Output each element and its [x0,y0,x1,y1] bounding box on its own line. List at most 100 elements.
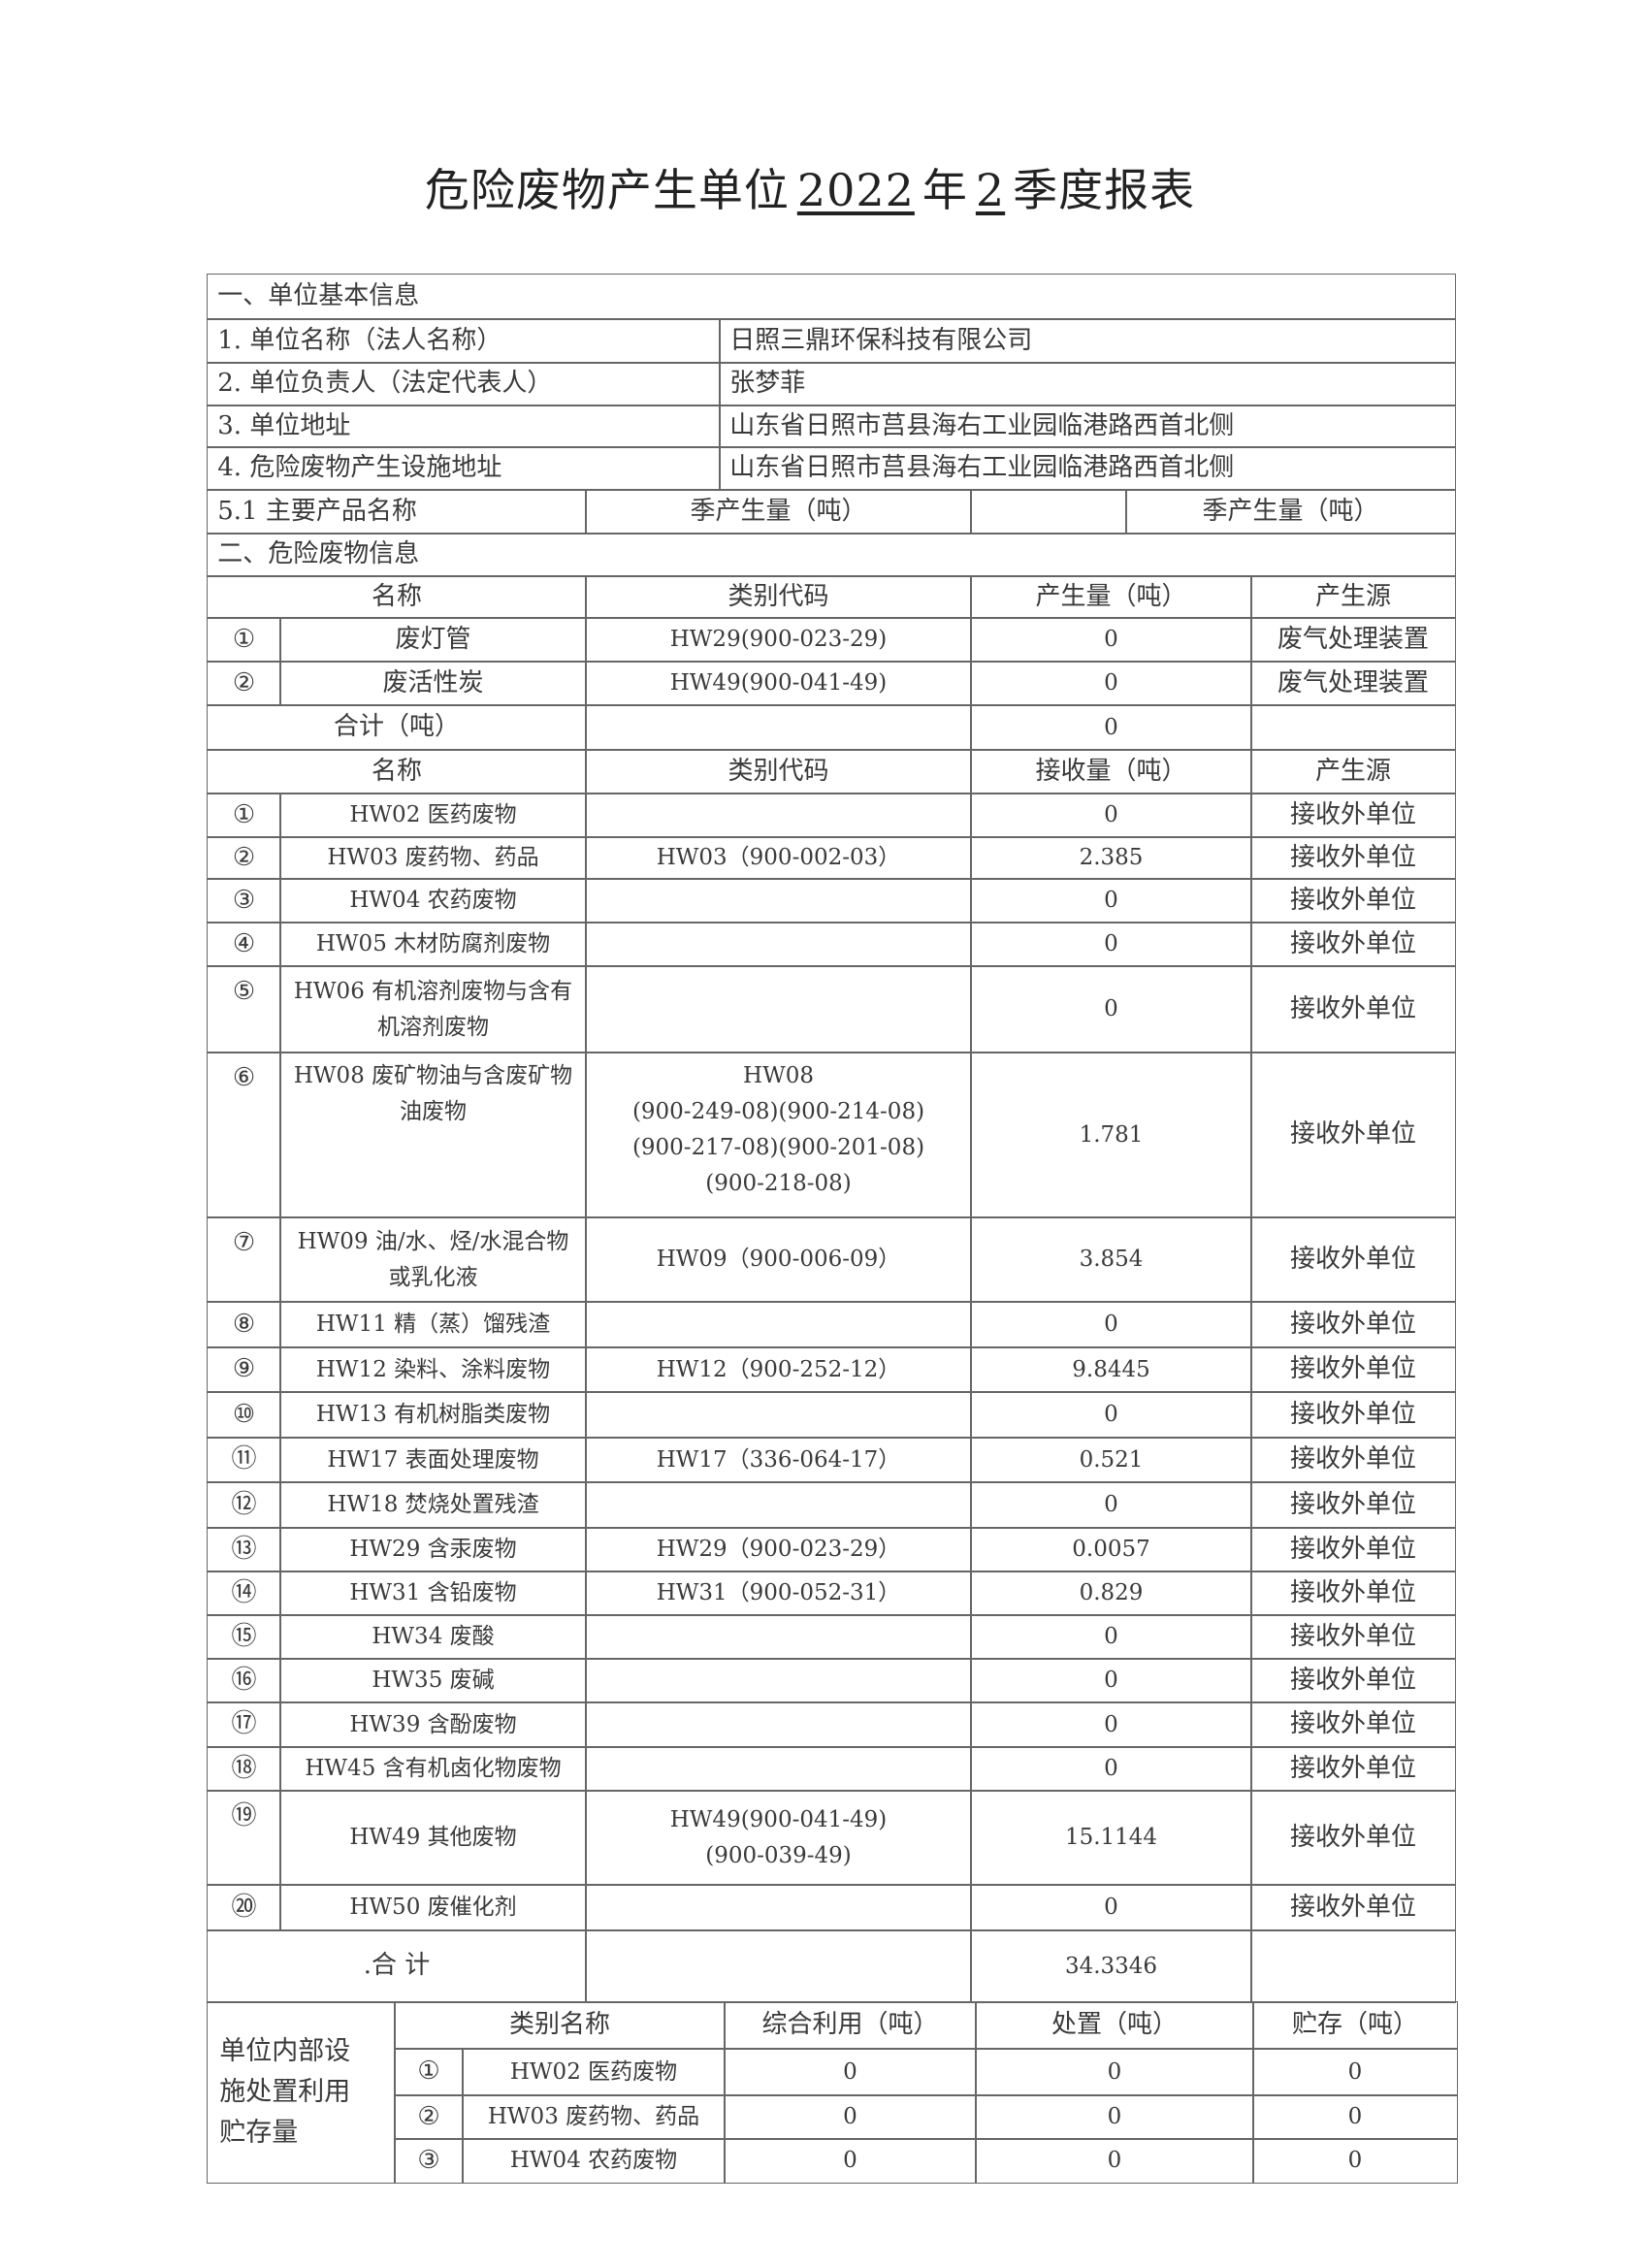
waste-code: HW17（336-064-17） [585,1437,972,1483]
column-header-utilized: 综合利用（吨） [724,2001,977,2050]
waste-name: HW05 木材防腐剂废物 [279,922,587,967]
waste-code [585,1301,972,1348]
column-header-source: 产生源 [1250,749,1456,794]
disposed-amount: 0 [975,2094,1254,2140]
waste-name: HW06 有机溶剂废物与含有 机溶剂废物 [279,965,587,1053]
utilized-amount: 0 [724,2094,977,2140]
row-number: ⑯ [207,1658,281,1703]
column-header-code: 类别代码 [585,749,972,794]
waste-code: HW49(900-041-49) [585,661,972,706]
row-number: ① [207,793,281,838]
waste-name: HW02 医药废物 [279,793,587,838]
waste-amount: 0 [970,661,1252,706]
waste-amount: 0 [970,1614,1252,1660]
waste-code: HW12（900-252-12） [585,1346,972,1393]
utilized-amount: 0 [724,2048,977,2096]
waste-source: 接收外单位 [1250,1391,1456,1439]
waste-source: 接收外单位 [1250,922,1456,967]
info-value: 山东省日照市莒县海右工业园临港路西首北侧 [719,405,1456,448]
waste-name: HW13 有机树脂类废物 [279,1391,587,1439]
row-number: ⑧ [207,1301,281,1348]
row-number: ② [207,836,281,880]
waste-source: 接收外单位 [1250,965,1456,1053]
row-number: ⑳ [207,1884,281,1931]
waste-name: HW12 染料、涂料废物 [279,1346,587,1393]
waste-source: 接收外单位 [1250,1527,1456,1572]
waste-amount: 0 [970,1884,1252,1931]
waste-source: 接收外单位 [1250,1790,1456,1886]
waste-name: HW49 其他废物 [279,1790,587,1886]
info-label: 4. 危险废物产生设施地址 [207,446,721,491]
waste-amount: 0 [970,617,1252,663]
waste-amount: 3.854 [970,1216,1252,1303]
waste-amount: 0 [970,793,1252,838]
waste-amount: 0.521 [970,1437,1252,1483]
column-header-code: 类别代码 [585,575,972,619]
waste-name: 废灯管 [279,617,587,663]
title-year: 2022 [796,164,915,216]
waste-amount: 0 [970,878,1252,923]
column-header-source: 产生源 [1250,575,1456,619]
info-label: 1. 单位名称（法人名称） [207,318,721,364]
column-header-amount: 产生量（吨） [970,575,1252,619]
waste-name: HW31 含铅废物 [279,1571,587,1616]
waste-name: HW08 废矿物油与含废矿物 油废物 [279,1052,587,1218]
category-name: HW03 废药物、药品 [462,2094,726,2140]
stored-amount: 0 [1252,2094,1458,2140]
waste-source: 接收外单位 [1250,1481,1456,1529]
waste-code [585,793,972,838]
waste-name: HW35 废碱 [279,1658,587,1703]
waste-name: HW29 含汞废物 [279,1527,587,1572]
waste-amount: 15.1144 [970,1790,1252,1886]
waste-name: HW04 农药废物 [279,878,587,923]
waste-code [585,1701,972,1748]
waste-amount: 2.385 [970,836,1252,880]
title-suffix: 季度报表 [1013,164,1196,216]
waste-name: HW18 焚烧处置残渣 [279,1481,587,1529]
waste-amount: 0 [970,1746,1252,1792]
waste-source: 接收外单位 [1250,1746,1456,1792]
row-number: ③ [207,878,281,923]
generated-total-code-blank [585,704,972,751]
row-number: ⑲ [207,1790,281,1886]
waste-name: HW39 含酚废物 [279,1701,587,1748]
waste-code [585,1658,972,1703]
waste-amount: 0 [970,1658,1252,1703]
disposed-amount: 0 [975,2138,1254,2184]
waste-code: HW08 (900-249-08)(900-214-08) (900-217-0… [585,1052,972,1218]
waste-amount: 0 [970,1481,1252,1529]
column-header-category: 类别名称 [394,2001,726,2050]
row-number: ① [207,617,281,663]
product-quarter-amount-header-2: 季产生量（吨） [1125,489,1456,535]
row-number: ② [207,661,281,706]
waste-source: 接收外单位 [1250,836,1456,880]
category-name: HW02 医药废物 [462,2048,726,2096]
waste-code [585,1746,972,1792]
waste-code: HW29（900-023-29） [585,1527,972,1572]
column-header-stored: 贮存（吨） [1252,2001,1458,2050]
product-name-label: 5.1 主要产品名称 [207,489,587,535]
row-number: ② [394,2094,464,2140]
row-number: ③ [394,2138,464,2184]
title-quarter: 2 [975,164,1006,216]
row-number: ⑭ [207,1571,281,1616]
product-cell-blank [970,489,1127,535]
report-title: 危险废物产生单位 2022 年 2 季度报表 [0,155,1620,219]
waste-source: 接收外单位 [1250,1701,1456,1748]
waste-source: 接收外单位 [1250,1571,1456,1616]
utilized-amount: 0 [724,2138,977,2184]
received-total-label: .合 计 [207,1929,587,2003]
waste-source: 废气处理装置 [1250,661,1456,706]
title-prefix: 危险废物产生单位 [424,164,790,216]
row-number: ⑥ [207,1052,281,1218]
generated-total-amount: 0 [970,704,1252,751]
product-quarter-amount-header: 季产生量（吨） [585,489,972,535]
waste-amount: 0 [970,965,1252,1053]
waste-source: 废气处理装置 [1250,617,1456,663]
stored-amount: 0 [1252,2048,1458,2096]
waste-name: HW45 含有机卤化物废物 [279,1746,587,1792]
waste-amount: 0.0057 [970,1527,1252,1572]
row-number: ⑨ [207,1346,281,1393]
received-total-amount: 34.3346 [970,1929,1252,2003]
waste-amount: 0.829 [970,1571,1252,1616]
